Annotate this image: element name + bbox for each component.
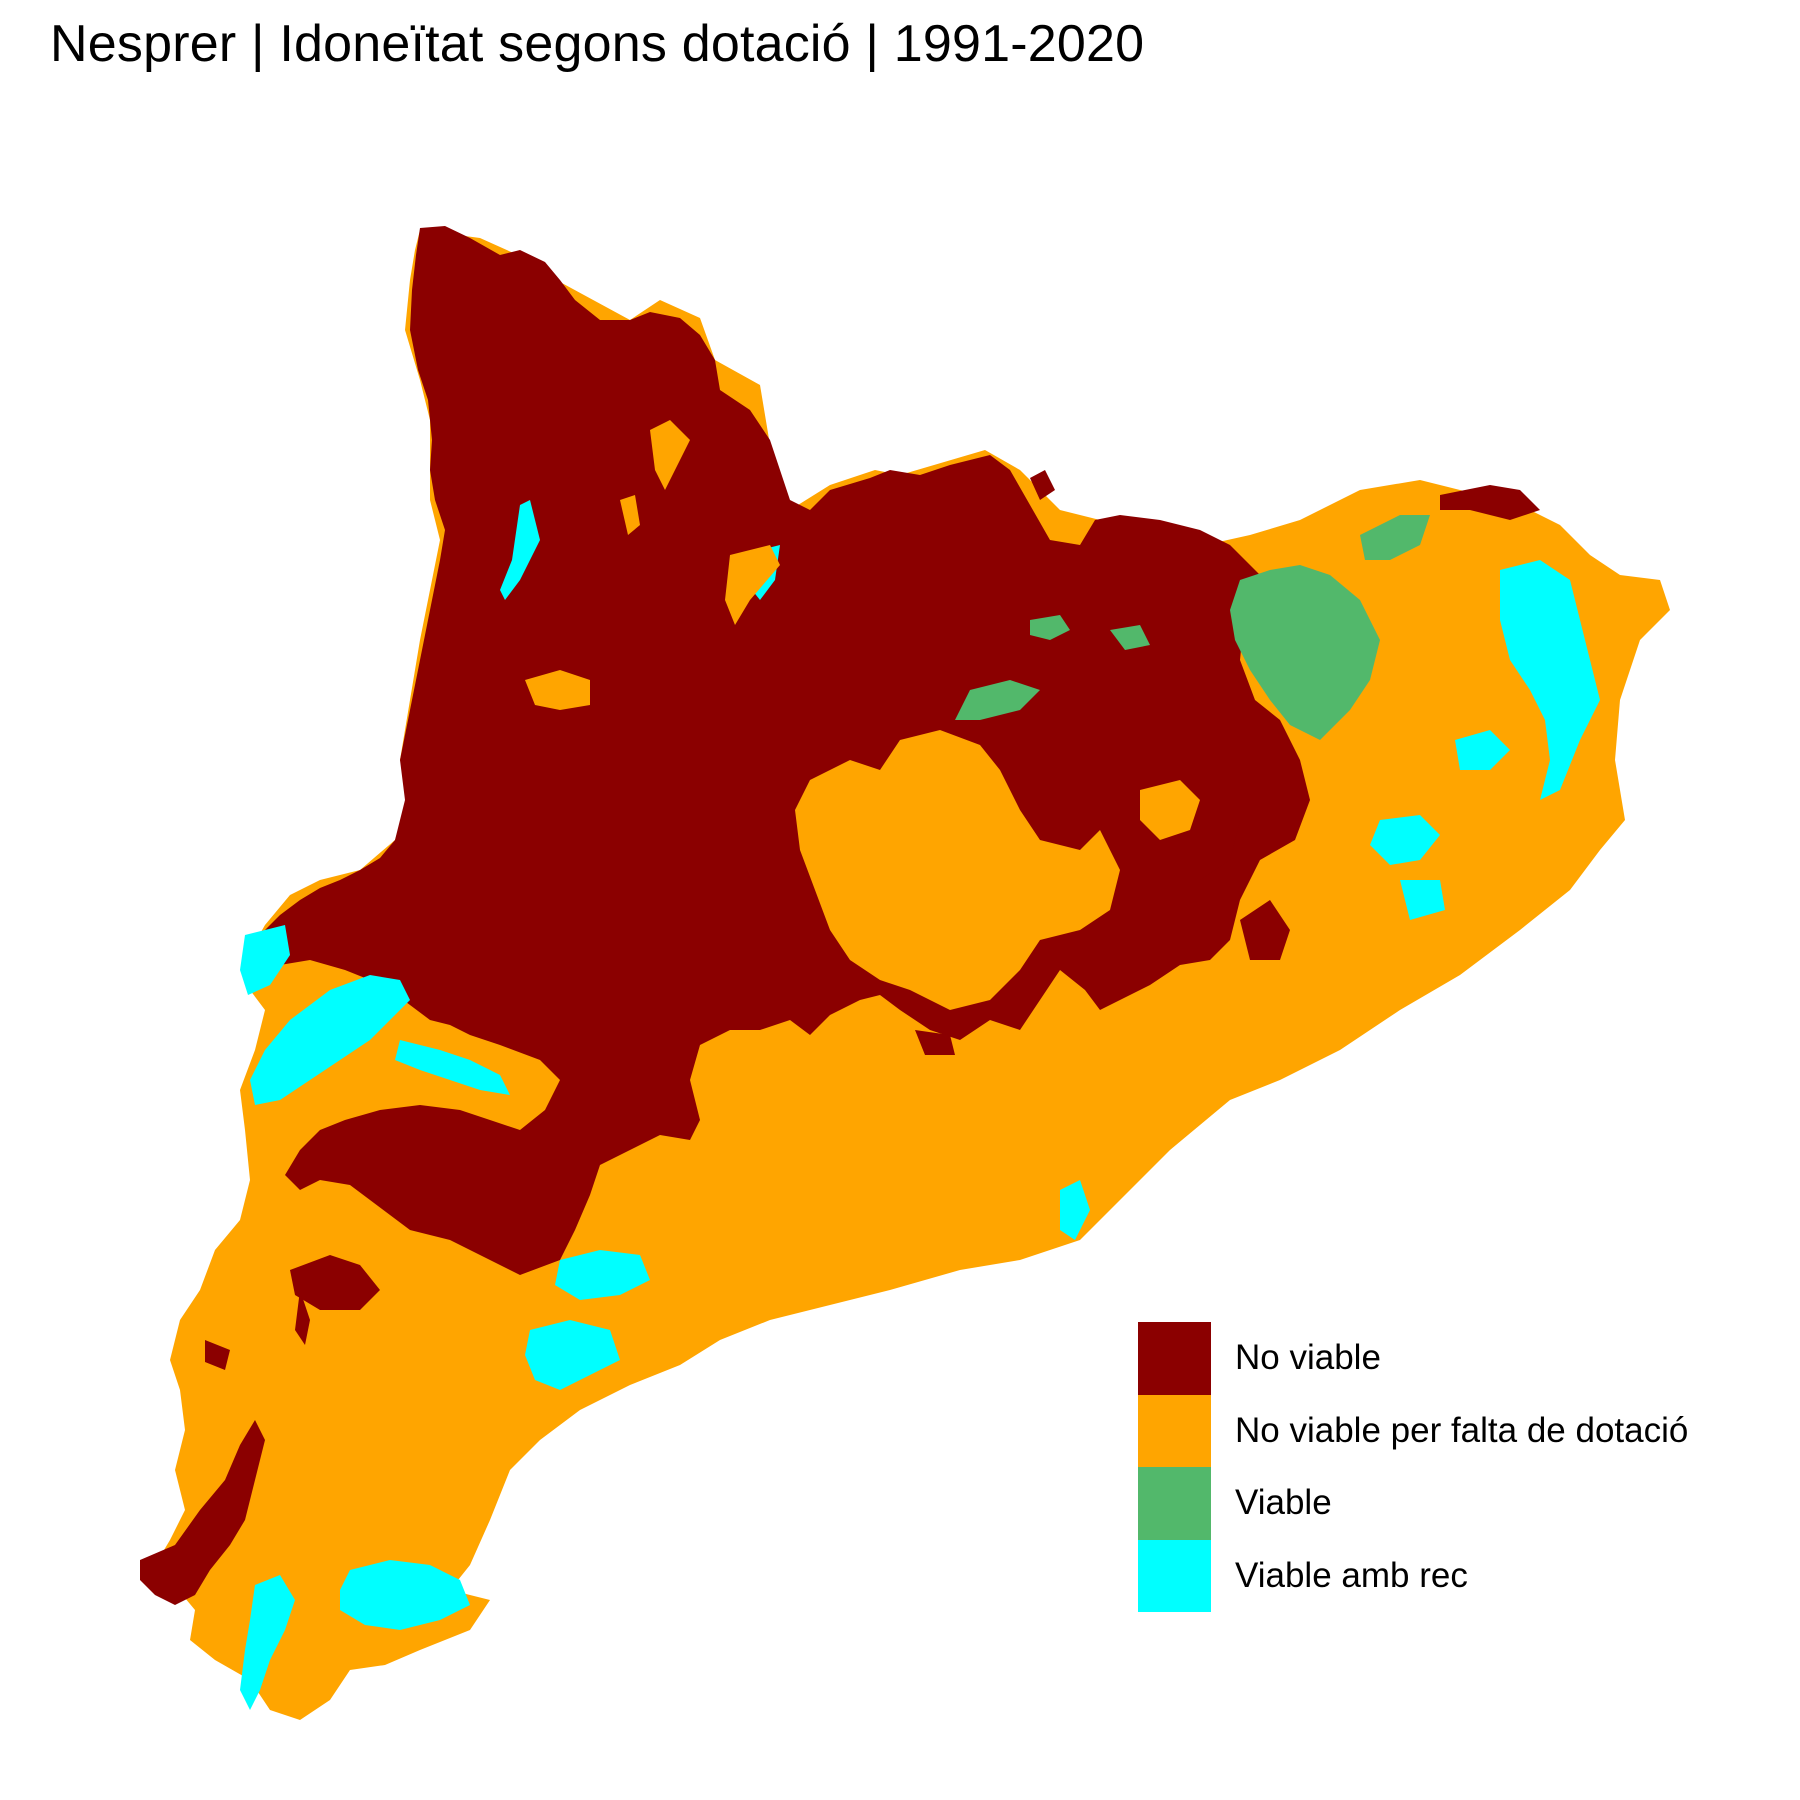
region-dotacio-central bbox=[795, 730, 1120, 1010]
region-rec-urgell bbox=[395, 1040, 510, 1095]
region-dotacio-valley-2 bbox=[725, 545, 780, 625]
region-viable-northeast bbox=[1360, 515, 1430, 560]
legend-item-no-viable-dotacio: No viable per falta de dotació bbox=[1138, 1394, 1689, 1467]
legend-item-no-viable: No viable bbox=[1138, 1322, 1688, 1395]
region-no-viable-southwest bbox=[140, 1420, 265, 1605]
legend-item-viable-rec: Viable amb rec bbox=[1138, 1539, 1688, 1612]
region-no-viable-enclave bbox=[1030, 470, 1055, 500]
region-no-viable-main bbox=[250, 226, 1310, 1275]
region-rec-lleida-west bbox=[240, 925, 290, 995]
region-rec-delta bbox=[340, 1560, 470, 1630]
region-rec-maresme bbox=[1060, 1180, 1090, 1240]
region-rec-emporda bbox=[1500, 560, 1600, 800]
legend-label: Viable bbox=[1235, 1483, 1332, 1523]
region-viable-small-2 bbox=[1110, 625, 1150, 650]
region-dotacio-valley-3 bbox=[525, 670, 590, 710]
region-rec-strip-1 bbox=[500, 500, 540, 600]
region-rec-girona bbox=[1455, 730, 1510, 770]
map-title: Nesprer | Idoneïtat segons dotació | 199… bbox=[50, 15, 1145, 73]
legend-swatch bbox=[1138, 1539, 1211, 1612]
region-no-viable-patch-3 bbox=[205, 1340, 230, 1370]
legend-label: Viable amb rec bbox=[1235, 1555, 1468, 1595]
region-rec-baix-camp bbox=[555, 1250, 650, 1300]
legend-swatch bbox=[1138, 1467, 1211, 1540]
legend-label: No viable bbox=[1235, 1338, 1381, 1378]
region-viable-small-1 bbox=[1030, 615, 1070, 640]
region-viable-garrotxa bbox=[1230, 565, 1380, 740]
region-dotacio-valley-1 bbox=[650, 420, 690, 490]
region-no-viable-patch-1 bbox=[290, 1255, 380, 1310]
region-dotacio-valley-4 bbox=[620, 495, 640, 535]
region-no-viable-small-1 bbox=[915, 1030, 955, 1055]
legend-item-viable: Viable bbox=[1138, 1467, 1688, 1540]
legend-label: No viable per falta de dotació bbox=[1235, 1410, 1689, 1450]
legend-swatch bbox=[1138, 1394, 1211, 1467]
region-dotacio-east-inner bbox=[1140, 780, 1200, 840]
region-no-viable-montseny bbox=[1240, 900, 1290, 960]
region-rec-segria bbox=[250, 975, 410, 1105]
legend: No viable No viable per falta de dotació… bbox=[1138, 1322, 1688, 1612]
region-no-viable-northeast bbox=[1440, 485, 1540, 520]
region-rec-tarragona bbox=[525, 1320, 620, 1390]
region-rec-selva-2 bbox=[1400, 880, 1445, 920]
region-viable-small-3 bbox=[955, 680, 1040, 720]
region-rec-ebre bbox=[240, 1575, 295, 1710]
legend-swatch bbox=[1138, 1322, 1211, 1395]
region-no-viable-patch-2 bbox=[295, 1290, 310, 1345]
region-rec-selva bbox=[1370, 815, 1440, 865]
